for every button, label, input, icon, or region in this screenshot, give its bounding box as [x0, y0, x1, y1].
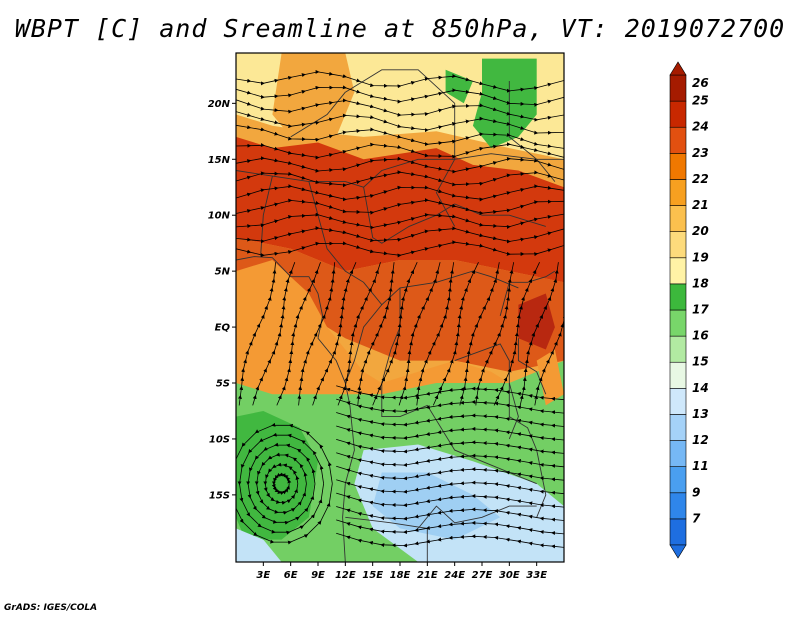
colorbar-segment — [669, 388, 687, 415]
lat-label: 10S — [209, 434, 230, 445]
streamline — [236, 156, 564, 174]
lat-label: 15S — [209, 490, 230, 501]
lat-label: 20N — [208, 99, 231, 110]
streamline — [336, 532, 564, 549]
streamline — [236, 184, 564, 202]
colorbar-segment — [669, 205, 687, 232]
streamline — [236, 124, 564, 149]
colorbar-segment — [669, 100, 687, 128]
streamline — [336, 398, 564, 415]
streamline — [336, 479, 564, 495]
streamline — [236, 422, 333, 545]
streamlines — [236, 69, 564, 549]
colorbar-segment — [669, 179, 687, 206]
streamline — [336, 465, 564, 482]
colorbar-label: 18 — [692, 276, 709, 290]
lon-label: 30E — [499, 570, 520, 581]
colorbar-segment — [669, 74, 687, 102]
streamline — [236, 142, 564, 160]
streamline — [236, 170, 564, 188]
colorbar-label: 23 — [692, 146, 709, 160]
colorbar-segment — [669, 309, 687, 337]
colorbar-segment — [669, 414, 687, 441]
colorbar-segment — [669, 153, 687, 180]
streamline — [336, 412, 564, 428]
streamline — [336, 452, 564, 468]
streamline — [336, 506, 564, 522]
lat-label: 5N — [215, 267, 231, 278]
colorbar-label: 16 — [692, 329, 709, 343]
colorbar-under-arrow — [669, 544, 687, 559]
streamline — [534, 269, 564, 406]
colorbar-segment — [669, 492, 687, 520]
colorbar-label: 15 — [692, 355, 709, 369]
streamline — [236, 240, 564, 258]
streamline — [236, 198, 564, 216]
lat-label: 5S — [216, 379, 230, 390]
streamline — [336, 492, 564, 509]
lon-label: 6E — [284, 570, 298, 581]
lon-label: 3E — [256, 570, 270, 581]
colorbar-label: 21 — [692, 198, 709, 212]
colorbar-label: 7 — [692, 511, 701, 525]
colorbar-segment — [669, 440, 687, 467]
lat-label: EQ — [215, 323, 231, 334]
streamline — [336, 425, 564, 442]
colorbar-label: 13 — [692, 407, 709, 421]
colorbar-segment — [669, 231, 687, 259]
colorbar-label: 25 — [692, 94, 709, 108]
streamline — [336, 385, 564, 401]
colorbar-label: 26 — [692, 76, 709, 90]
colorbar-label: 12 — [692, 433, 709, 447]
lat-label: 15N — [208, 155, 231, 166]
colorbar-segment — [669, 518, 687, 546]
colorbar-segment — [669, 283, 687, 311]
lon-label: 9E — [311, 570, 325, 581]
colorbar-label: 17 — [692, 303, 709, 317]
colorbar-label: 22 — [692, 172, 709, 186]
lon-label: 12E — [335, 570, 356, 581]
grads-credit: GrADS: IGES/COLA — [4, 603, 98, 613]
streamline — [336, 439, 564, 455]
lat-label: 10N — [208, 211, 231, 222]
colorbar-label: 9 — [692, 485, 700, 499]
lon-label: 15E — [362, 570, 383, 581]
colorbar-label: 24 — [692, 120, 709, 134]
colorbar-segment — [669, 361, 687, 389]
lon-label: 21E — [417, 570, 438, 581]
latitude-axis: 20N 15N 10N 5N EQ 5S 10S 15S — [208, 99, 236, 501]
colorbar-over-arrow — [669, 61, 687, 76]
colorbar-label: 20 — [692, 224, 709, 238]
colorbar-segment — [669, 257, 687, 285]
longitude-axis: 3E 6E 9E 12E 15E 18E 21E 24E 27E 30E 33E — [256, 562, 547, 581]
colorbar-segment — [669, 335, 687, 363]
colorbar-label: 11 — [692, 459, 709, 473]
map-title: WBPT [C] and Sreamline at 850hPa, VT: 20… — [14, 14, 786, 43]
colorbar-segment — [669, 466, 687, 494]
lon-label: 24E — [444, 570, 465, 581]
colorbar-label: 19 — [692, 250, 709, 264]
lon-label: 27E — [472, 570, 493, 581]
colorbar: 7 9 11 12 13 14 15 16 17 18 19 20 21 22 23 24 25 26 — [669, 61, 709, 559]
lon-label: 33E — [526, 570, 547, 581]
colorbar-label: 14 — [692, 381, 709, 395]
colorbar-segment — [669, 126, 687, 154]
streamline — [336, 519, 564, 536]
lon-label: 18E — [390, 570, 411, 581]
